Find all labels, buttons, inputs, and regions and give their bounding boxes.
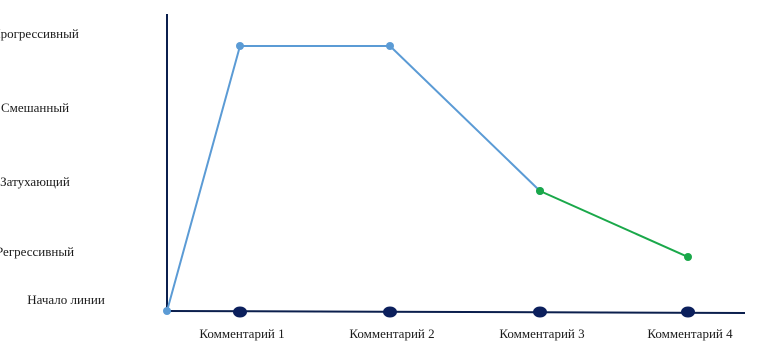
x-axis-marker — [681, 306, 695, 318]
data-point — [236, 42, 244, 50]
x-axis-markers — [233, 306, 695, 318]
x-axis-marker — [533, 306, 547, 318]
x-axis — [166, 310, 746, 314]
data-point — [163, 307, 171, 315]
x-tick-label: Комментарий 3 — [499, 326, 584, 341]
x-axis-tick-labels: Комментарий 1 Комментарий 2 Комментарий 3 К… — [199, 326, 733, 341]
data-point — [684, 253, 692, 261]
x-tick-label: Комментарий 2 — [349, 326, 434, 341]
series-lines — [163, 42, 692, 315]
y-tick-label: Затухающий — [0, 174, 70, 189]
series-line — [166, 45, 541, 312]
x-axis-marker — [233, 306, 247, 318]
y-axis-tick-labels: Начало линии Регрессивный Затухающий Смешан… — [0, 26, 105, 307]
data-point — [386, 42, 394, 50]
x-tick-label: Комментарий 1 — [199, 326, 284, 341]
x-tick-label: Комментарий 4 — [647, 326, 733, 341]
y-tick-label: Смешанный — [1, 100, 69, 115]
series-line — [539, 190, 689, 258]
data-point — [536, 187, 544, 195]
y-tick-label: Регрессивный — [0, 244, 74, 259]
x-axis-marker — [383, 306, 397, 318]
y-tick-label: Прогрессивный — [0, 26, 79, 41]
y-tick-label: Начало линии — [27, 292, 105, 307]
